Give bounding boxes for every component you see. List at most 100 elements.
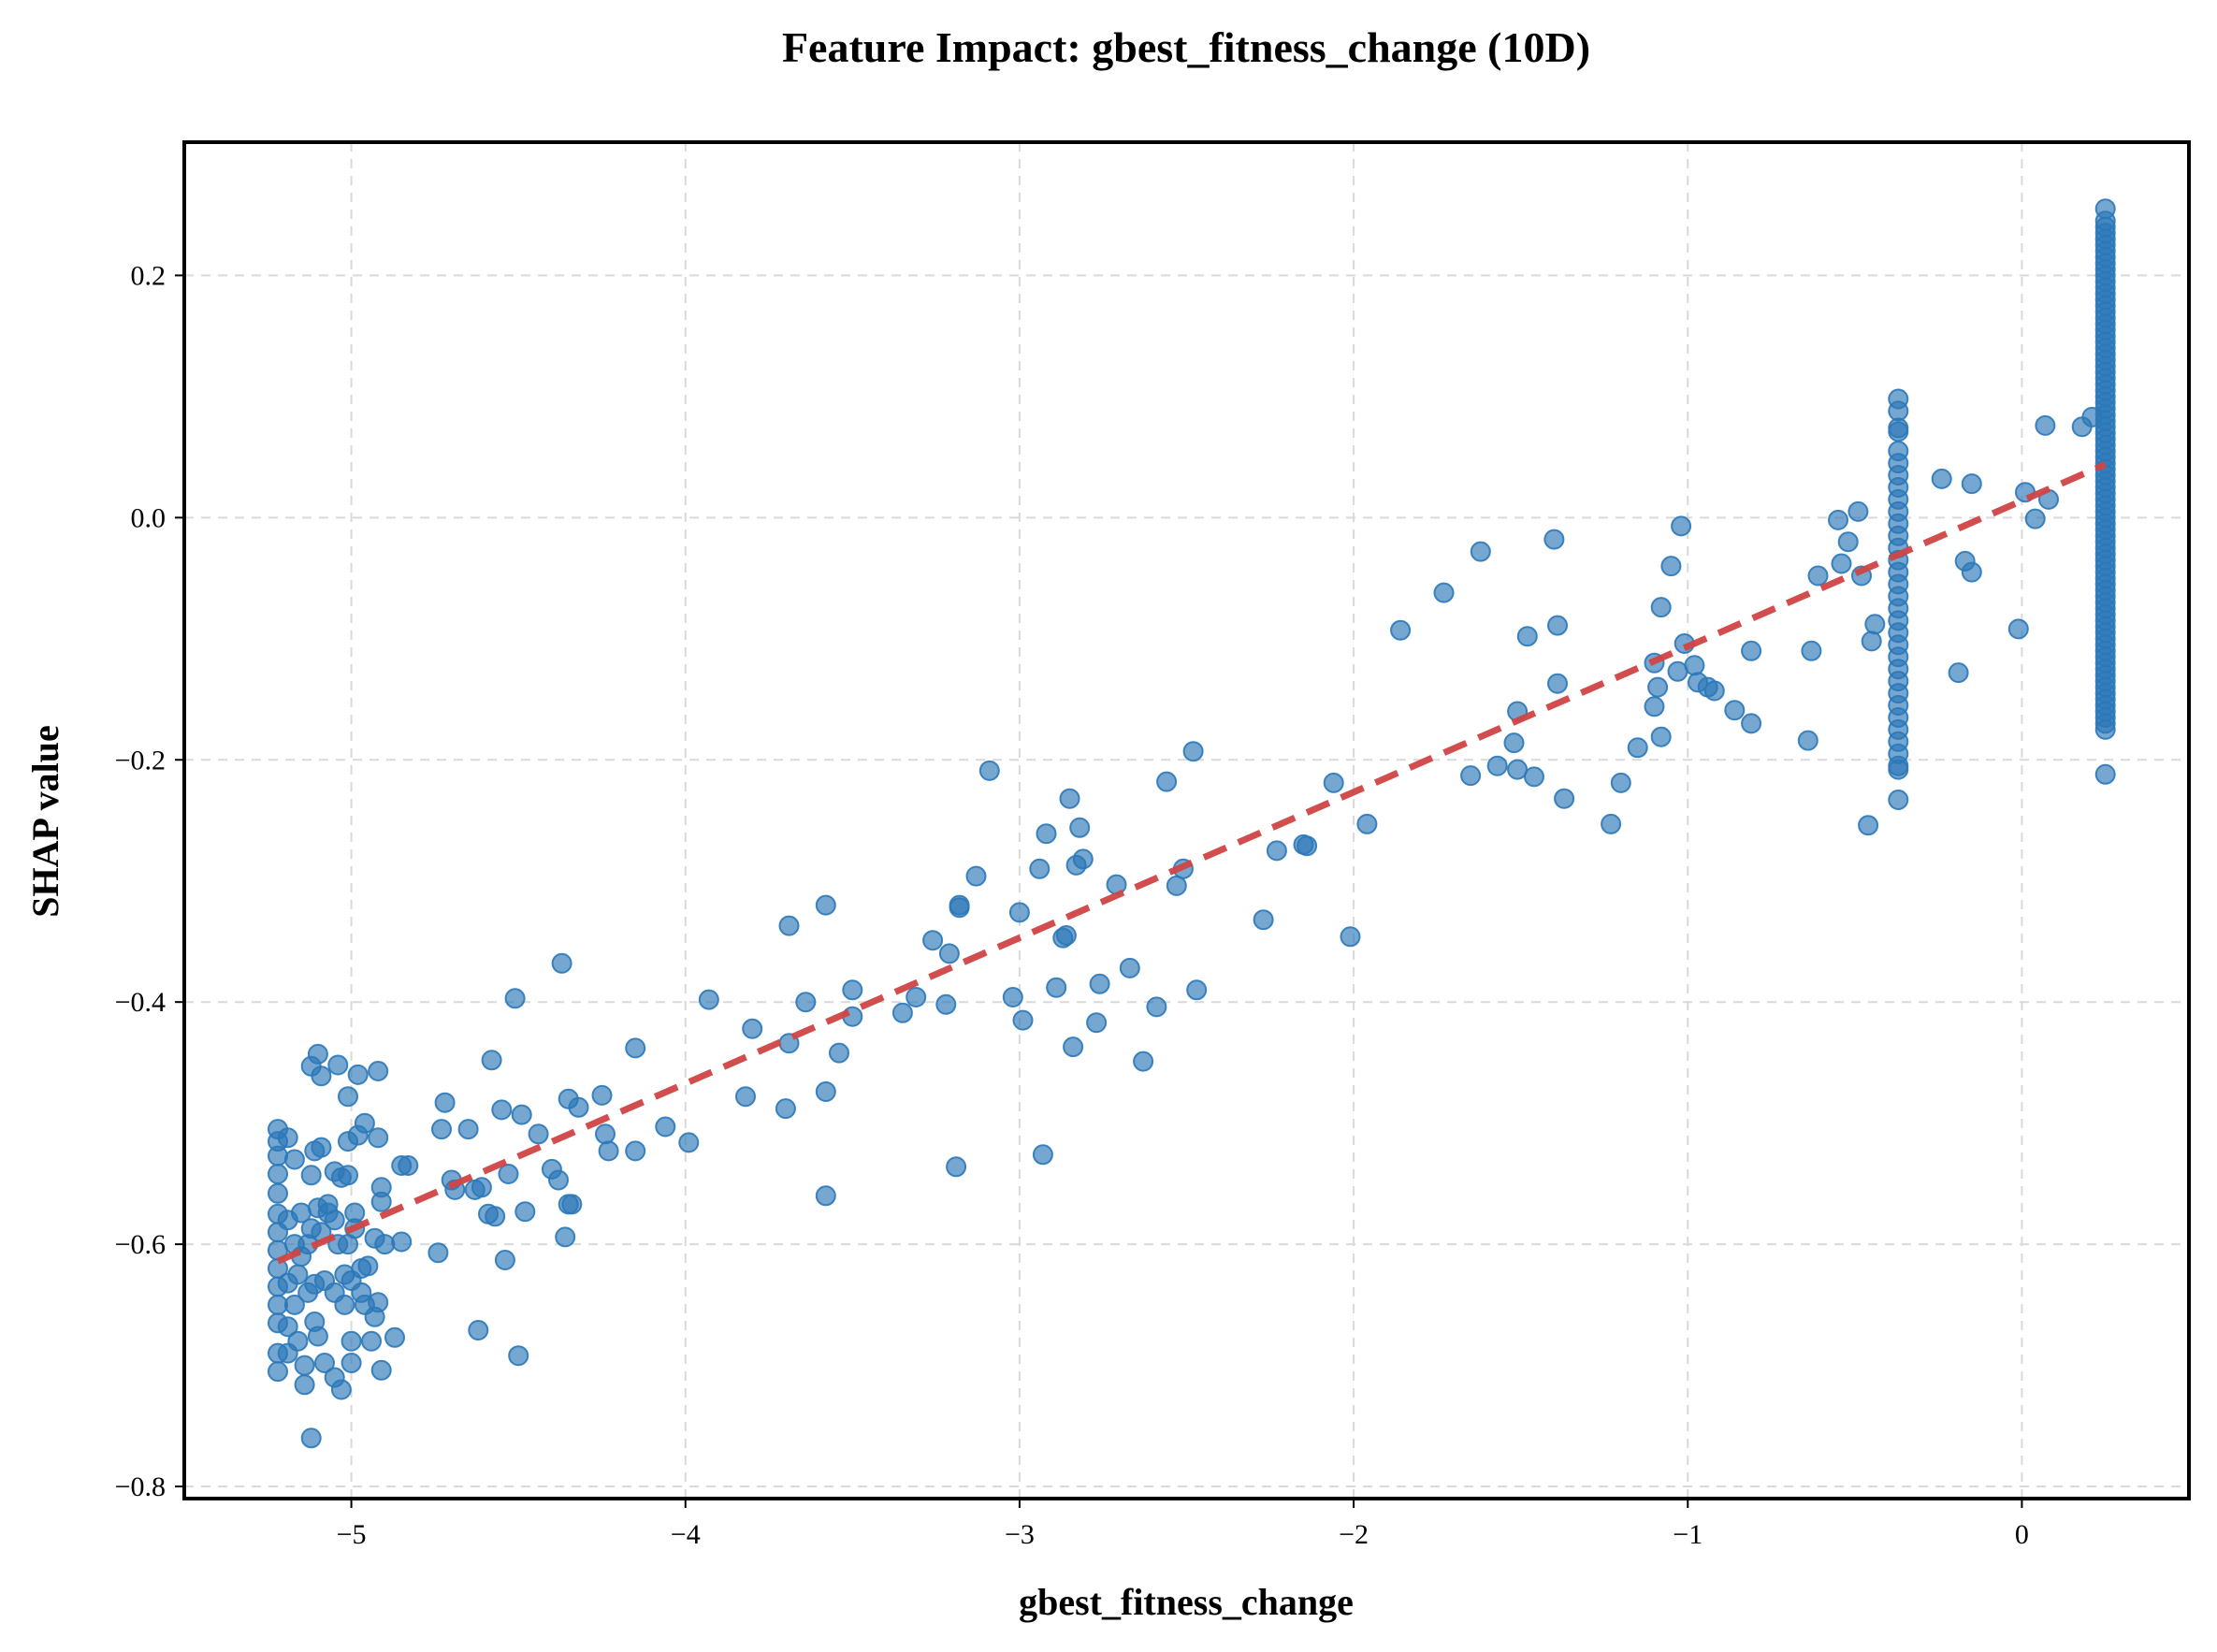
data-point [287,1264,309,1285]
data-point [370,1359,392,1381]
data-point [946,1156,967,1178]
grid-layer [184,142,2189,1499]
data-point [742,1018,763,1039]
data-point [1059,788,1080,809]
data-point [1186,979,1208,1001]
data-point [1703,680,1725,702]
frame-layer [182,140,2191,1500]
data-point [1554,788,1575,809]
data-point [1801,640,1822,661]
data-point [2094,763,2116,785]
y-axis-label: SHAP value [24,725,66,918]
data-point [1831,553,1852,574]
trend-line [276,461,2108,1265]
x-tick-label: −3 [1005,1519,1035,1550]
data-point [829,1042,849,1064]
data-point [1182,741,1204,762]
data-point [1807,565,1829,587]
data-point [1086,1012,1108,1034]
data-point [338,1165,358,1186]
data-point [906,987,927,1007]
data-point [2035,414,2056,436]
data-point [1888,759,1909,780]
data-point [268,1145,288,1167]
data-point [1524,766,1544,788]
data-point [300,1427,322,1449]
data-point [1684,655,1705,676]
data-point [965,865,987,887]
data-point [568,1096,589,1118]
data-point [347,1064,369,1085]
data-point [935,993,957,1015]
data-point [842,979,863,1001]
data-point [374,1234,396,1255]
data-point [398,1155,419,1176]
data-point [1012,1009,1034,1031]
trend-layer [276,461,2108,1265]
data-point [2007,618,2029,640]
data-point [330,1379,352,1400]
data-point [1002,987,1023,1007]
data-point [1837,531,1859,553]
y-tick-label: −0.4 [115,987,166,1018]
data-point [1008,902,1030,923]
y-tick-label: −0.6 [115,1229,166,1260]
data-point [815,1081,836,1102]
data-point [268,1164,288,1184]
chart-title: Feature Impact: gbest_fitness_change (10… [782,23,1590,71]
data-point [327,1054,349,1076]
data-point [1072,848,1094,870]
data-point [625,1037,646,1059]
data-point [300,1165,322,1186]
data-point [311,1137,332,1158]
data-point [491,1099,513,1121]
data-point [361,1330,382,1352]
data-point [1029,858,1051,879]
data-point [591,1084,613,1106]
data-point [368,1061,389,1081]
data-point [307,1043,328,1065]
data-point [1063,1036,1084,1058]
data-point [1055,925,1077,946]
data-point [775,1098,796,1120]
data-point [1741,713,1762,734]
data-point [283,1294,305,1315]
data-point [1253,909,1274,931]
data-point [778,915,800,936]
data-point [1470,541,1491,562]
data-point [1036,823,1057,845]
data-point [457,1119,479,1140]
data-point [1106,874,1127,895]
x-tick-label: −1 [1673,1519,1703,1550]
data-point [357,1255,379,1277]
data-point [1390,619,1412,641]
data-point [1156,771,1178,792]
data-point [287,1330,309,1352]
data-point [528,1123,549,1145]
data-point [598,1140,619,1162]
data-point [1069,817,1091,838]
data-point [891,1002,913,1023]
data-point [1797,730,1819,751]
data-point [427,1242,449,1264]
data-point [294,1355,315,1376]
data-point [1507,759,1529,780]
data-point [294,1374,315,1396]
data-point [1266,840,1287,862]
data-point [1340,926,1361,948]
data-point [277,1316,298,1338]
data-point [938,943,960,964]
data-point [698,989,719,1010]
points-layer [268,198,2116,1449]
data-point [1046,977,1067,998]
data-point [1547,673,1568,694]
data-point [1119,957,1140,978]
data-point [1888,421,1909,442]
data-point [1297,835,1318,857]
data-point [504,988,526,1009]
data-point [283,1149,305,1170]
data-point [1861,630,1882,652]
data-point [368,1292,389,1313]
x-tick-label: −4 [671,1519,701,1550]
